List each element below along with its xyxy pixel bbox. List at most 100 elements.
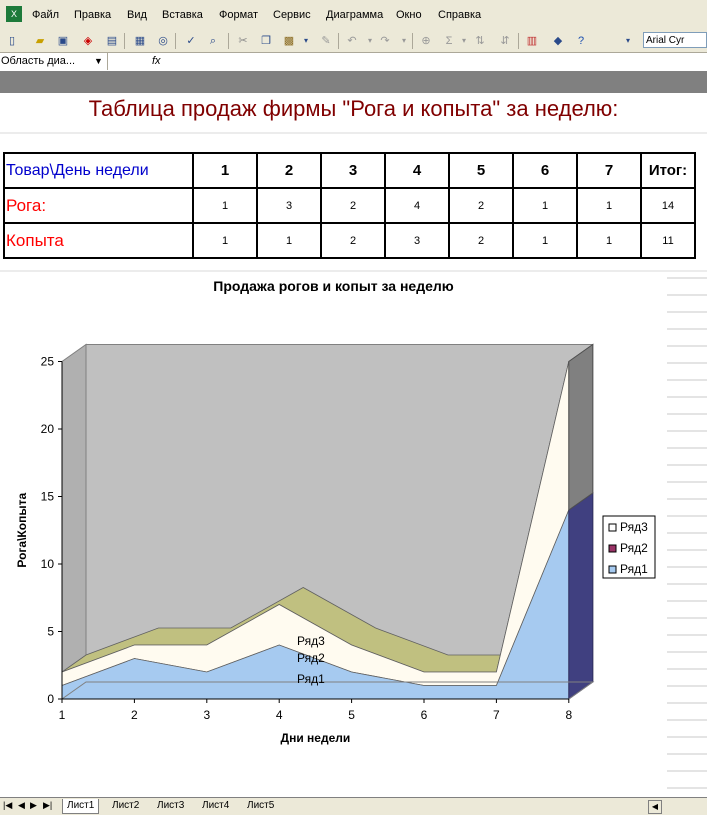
header-day[interactable]: 5 [448,152,514,189]
new-document-icon[interactable]: ▯ [8,35,16,47]
save-icon[interactable]: ▣ [57,35,69,47]
series-depth-label: Ряд1 [297,672,325,686]
print-preview-icon[interactable]: ▦ [134,35,146,47]
table-cell[interactable]: 2 [448,222,514,259]
legend-label: Ряд2 [620,541,648,555]
header-day[interactable]: 4 [384,152,450,189]
sort-ascending-icon[interactable]: ⇅ [475,35,485,47]
first-sheet-icon[interactable]: |◀ [3,800,13,810]
menu-tools[interactable]: Сервис [273,9,311,21]
menu-chart[interactable]: Диаграмма [326,9,384,21]
chart-wizard-icon[interactable]: ▥ [526,35,538,47]
menu-help[interactable]: Справка [438,9,482,21]
menu-edit[interactable]: Правка [74,9,112,21]
header-day[interactable]: 2 [256,152,322,189]
prev-sheet-icon[interactable]: ◀ [18,800,25,810]
autosum-icon[interactable]: Σ [445,35,453,47]
horizontal-scroll-left-icon[interactable]: ◀ [648,800,662,814]
table-cell[interactable]: 1 [576,222,642,259]
table-cell[interactable]: 1 [512,222,578,259]
autosum-dropdown-icon[interactable]: ▾ [461,36,466,45]
preview-zoom-icon[interactable]: ◎ [158,35,168,47]
menu-file[interactable]: Файл [32,9,60,21]
menu-view[interactable]: Вид [127,9,147,21]
x-tick-label: 8 [565,708,572,722]
area-chart[interactable]: 0 5 10 15 20 25 1 2 3 4 5 6 7 8 Дни недели Рога\Копыта Р… [0,300,667,770]
tab-sheet5[interactable]: Лист5 [247,800,275,811]
header-total[interactable]: Итог: [640,152,696,189]
table-cell[interactable]: 4 [384,187,450,224]
x-tick-label: 2 [131,708,138,722]
sheet-gridlines [0,132,707,272]
x-tick-label: 3 [203,708,210,722]
sheet-title: Таблица продаж фирмы "Рога и копыта" за … [88,96,619,121]
header-product-day[interactable]: Товар\День недели [3,152,194,189]
table-row: Копыта 1 1 2 3 2 1 1 11 [3,222,696,259]
spelling-icon[interactable]: ✓ [186,35,196,47]
header-day[interactable]: 7 [576,152,642,189]
tab-sheet4[interactable]: Лист4 [202,800,230,811]
toolbar-separator [124,33,125,49]
tab-sheet3[interactable]: Лист3 [157,800,185,811]
hyperlink-icon[interactable]: ⊕ [421,35,431,47]
header-day[interactable]: 3 [320,152,386,189]
table-cell[interactable]: 1 [192,187,258,224]
table-cell-total[interactable]: 14 [640,187,696,224]
series2-end-face [568,343,594,511]
undo-icon[interactable]: ↶ [347,35,357,47]
table-cell[interactable]: 1 [512,187,578,224]
table-cell[interactable]: 2 [320,187,386,224]
function-icon[interactable]: fx [152,55,161,67]
undo-dropdown-icon[interactable]: ▾ [367,36,372,45]
menu-format[interactable]: Формат [219,9,259,21]
cut-icon[interactable]: ✂ [238,35,248,47]
table-cell-total[interactable]: 11 [640,222,696,259]
series-depth-label: Ряд2 [297,651,325,665]
row-label[interactable]: Копыта [3,222,194,259]
print-icon[interactable]: ▤ [106,35,118,47]
table-cell[interactable]: 2 [448,187,514,224]
row-label[interactable]: Рога: [3,187,194,224]
tab-sheet1[interactable]: Лист1 [62,799,100,814]
excel-icon[interactable]: X [6,6,22,22]
table-cell[interactable]: 1 [256,222,322,259]
legend-swatch [608,544,617,553]
next-sheet-icon[interactable]: ▶ [30,800,37,810]
legend-label: Ряд1 [620,562,648,576]
toolbar-options-icon[interactable]: ▾ [625,36,630,45]
legend-swatch [608,523,617,532]
open-folder-icon[interactable]: ▰ [35,35,45,47]
sort-descending-icon[interactable]: ⇵ [500,35,510,47]
table-cell[interactable]: 3 [256,187,322,224]
table-cell[interactable]: 3 [384,222,450,259]
toolbar-separator [228,33,229,49]
menu-insert[interactable]: Вставка [162,9,203,21]
header-day[interactable]: 6 [512,152,578,189]
toolbar-separator [518,33,519,49]
format-painter-icon[interactable]: ✎ [321,35,331,47]
sheet-tab-bar: |◀ ◀ ▶ ▶| Лист1 Лист2 Лист3 Лист4 Лист5 … [0,797,707,815]
table-cell[interactable]: 1 [576,187,642,224]
paste-dropdown-icon[interactable]: ▾ [303,36,308,45]
menu-window[interactable]: Окно [396,9,422,21]
tab-sheet2[interactable]: Лист2 [112,800,140,811]
name-box[interactable]: Область диа... ▼ [0,53,108,70]
table-cell[interactable]: 2 [320,222,386,259]
series1-end-face [568,492,594,700]
drawing-icon[interactable]: ◆ [553,35,563,47]
help-icon[interactable]: ? [577,35,585,47]
redo-icon[interactable]: ↷ [380,35,390,47]
table-cell[interactable]: 1 [192,222,258,259]
last-sheet-icon[interactable]: ▶| [43,800,53,810]
font-name-field[interactable]: Arial Cyr [643,32,707,48]
redo-dropdown-icon[interactable]: ▾ [401,36,406,45]
header-day[interactable]: 1 [192,152,258,189]
chart-title[interactable]: Продажа рогов и копыт за неделю [213,278,454,294]
paste-icon[interactable]: ▩ [283,35,295,47]
chevron-down-icon[interactable]: ▼ [94,56,103,66]
copy-icon[interactable]: ❐ [261,35,271,47]
x-tick-label: 1 [59,708,66,722]
y-tick-label: 5 [47,625,54,639]
research-icon[interactable]: ⌕ [209,35,217,47]
permission-icon[interactable]: ◈ [83,35,93,47]
